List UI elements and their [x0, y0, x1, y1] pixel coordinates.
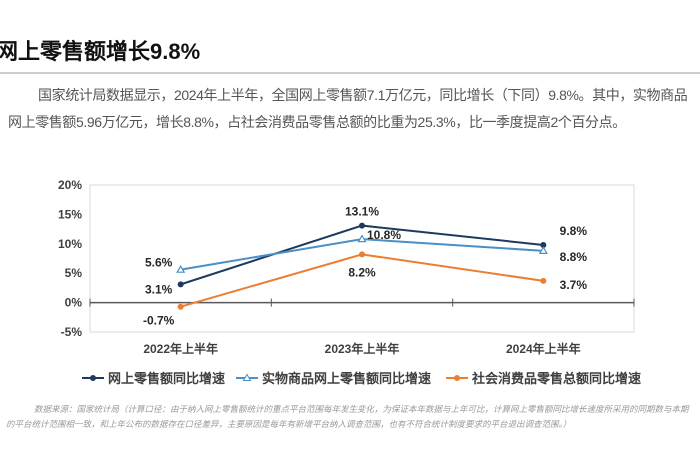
data-label: 5.6% [145, 256, 173, 270]
data-label: -0.7% [143, 314, 175, 328]
x-tick-label: 2023年上半年 [325, 341, 400, 356]
data-point [540, 241, 547, 248]
data-point [177, 303, 184, 310]
y-tick-label: 5% [65, 266, 83, 280]
legend-marker [242, 373, 252, 381]
data-label: 9.8% [560, 224, 588, 238]
divider [0, 72, 700, 74]
legend-marker [90, 375, 96, 381]
page-title: 网上零售额增长9.8% [0, 39, 201, 64]
data-label: 3.1% [145, 282, 173, 296]
legend-item-1: 实物商品网上零售额同比增速 [236, 371, 431, 386]
legend-marker [454, 375, 460, 381]
footnote: 数据来源：国家统计局（计算口径：由于纳入网上零售额统计的重点平台范围每年发生变化… [6, 404, 689, 429]
x-tick-label: 2022年上半年 [143, 341, 218, 356]
series-2: -0.7% 8.2% 3.7% [143, 251, 588, 328]
legend-item-0: 网上零售额同比增速 [82, 371, 225, 386]
data-point [357, 234, 367, 243]
x-tick-label: 2024年上半年 [506, 341, 581, 356]
data-label: 8.2% [348, 265, 376, 279]
data-point [538, 246, 548, 254]
y-tick-label: 0% [65, 296, 83, 310]
data-point [359, 251, 365, 258]
body-paragraph: 国家统计局数据显示，2024年上半年，全国网上零售额7.1万亿元，同比增长（下同… [8, 87, 688, 130]
data-label: 3.7% [560, 278, 588, 292]
plot-area [89, 184, 635, 333]
legend-label: 社会消费品零售总额同比增速 [471, 371, 641, 386]
data-label: 13.1% [345, 205, 379, 219]
legend-label: 网上零售额同比增速 [108, 371, 225, 386]
series-1: 5.6% 10.8% 8.8% [145, 228, 588, 273]
y-tick-label: -5% [61, 325, 83, 339]
data-point [540, 277, 547, 284]
legend-label: 实物商品网上零售额同比增速 [262, 371, 431, 386]
line-chart: -5% 0% 5% 10% 15% 20% 2022年上半年 2023年上半年 2024年上半年… [58, 178, 641, 386]
series-0: 3.1% 13.1% 9.8% [145, 205, 587, 297]
y-tick-label: 10% [58, 237, 82, 251]
y-tick-label: 15% [58, 207, 82, 221]
data-point [359, 222, 365, 229]
legend-item-2: 社会消费品零售总额同比增速 [446, 371, 641, 386]
data-point [176, 264, 186, 273]
data-label: 8.8% [560, 250, 588, 264]
data-label: 10.8% [367, 228, 401, 242]
data-point [177, 281, 184, 288]
y-tick-label: 20% [58, 178, 82, 192]
series-line [180, 253, 544, 308]
